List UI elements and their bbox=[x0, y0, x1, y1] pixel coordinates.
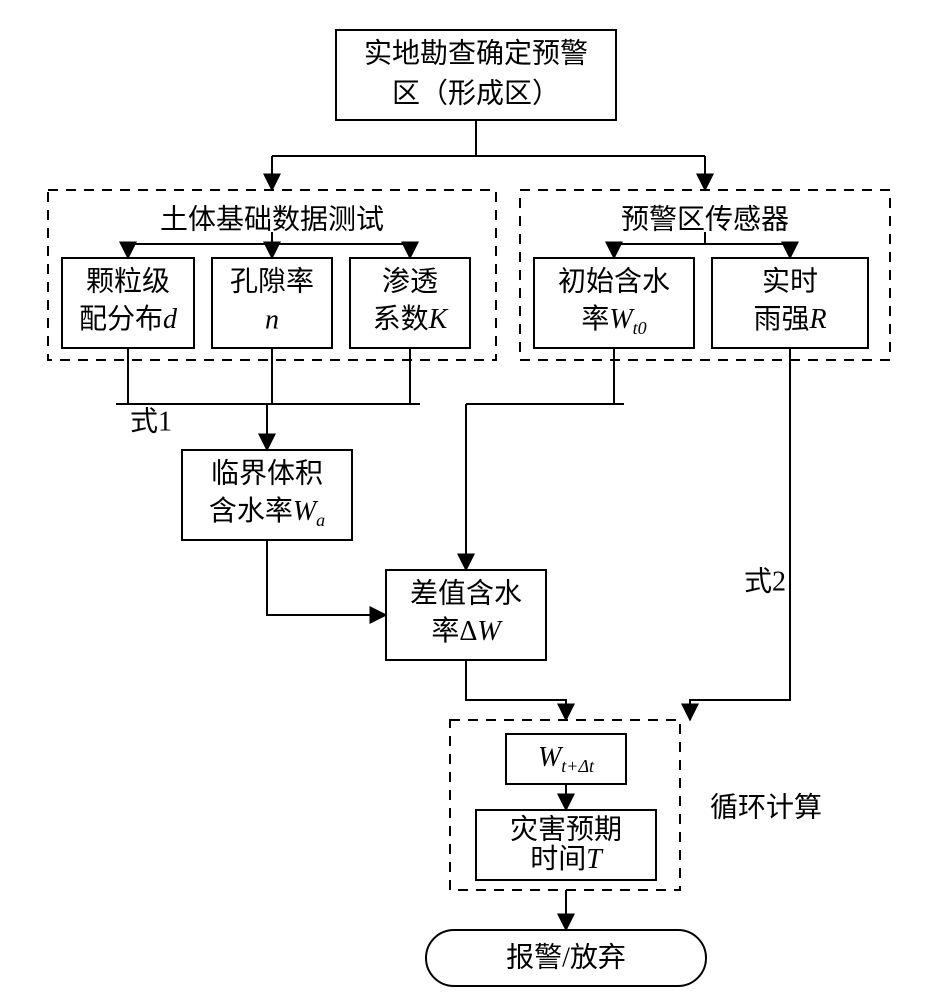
node-n-var: n bbox=[265, 304, 279, 335]
edge-Wa-to-dW bbox=[267, 540, 386, 615]
edge-R-to-loop bbox=[690, 348, 790, 720]
node-T-line1: 灾害预期 bbox=[510, 813, 622, 845]
node-dW-line1: 差值含水 bbox=[410, 577, 522, 609]
edge-dnK-join bbox=[116, 348, 420, 404]
node-n-line1: 孔隙率 bbox=[230, 265, 314, 297]
node-start-line2: 区（形成区） bbox=[392, 77, 560, 109]
node-d-line1: 颗粒级 bbox=[86, 265, 170, 297]
node-d-line2: 配分布d bbox=[79, 303, 178, 335]
edge-dW-to-loop bbox=[466, 660, 566, 720]
node-end-label: 报警/放弃 bbox=[506, 941, 626, 973]
node-Wa-line2: 含水率Wa bbox=[209, 495, 325, 530]
node-Wa-line1: 临界体积 bbox=[211, 457, 323, 489]
node-Wt0-line1: 初始含水 bbox=[558, 265, 670, 297]
node-start-line1: 实地勘查确定预警 bbox=[364, 37, 588, 69]
node-K-line1: 渗透 bbox=[382, 265, 438, 297]
label-eq2: 式2 bbox=[744, 565, 786, 597]
node-R-line2: 雨强R bbox=[753, 304, 826, 335]
edge-Wt0-stub bbox=[466, 348, 624, 404]
node-R-line1: 实时 bbox=[762, 265, 818, 297]
node-T-line2: 时间T bbox=[530, 843, 604, 875]
node-dW-line2: 率ΔW bbox=[431, 615, 503, 647]
group-soil-test-title: 土体基础数据测试 bbox=[160, 203, 384, 235]
edge-start-split bbox=[272, 120, 705, 156]
group-sensor-zone-title: 预警区传感器 bbox=[621, 203, 789, 235]
group-loop-calc-label: 循环计算 bbox=[710, 791, 822, 823]
label-eq1: 式1 bbox=[130, 405, 172, 437]
node-K-line2: 系数K bbox=[373, 303, 449, 335]
